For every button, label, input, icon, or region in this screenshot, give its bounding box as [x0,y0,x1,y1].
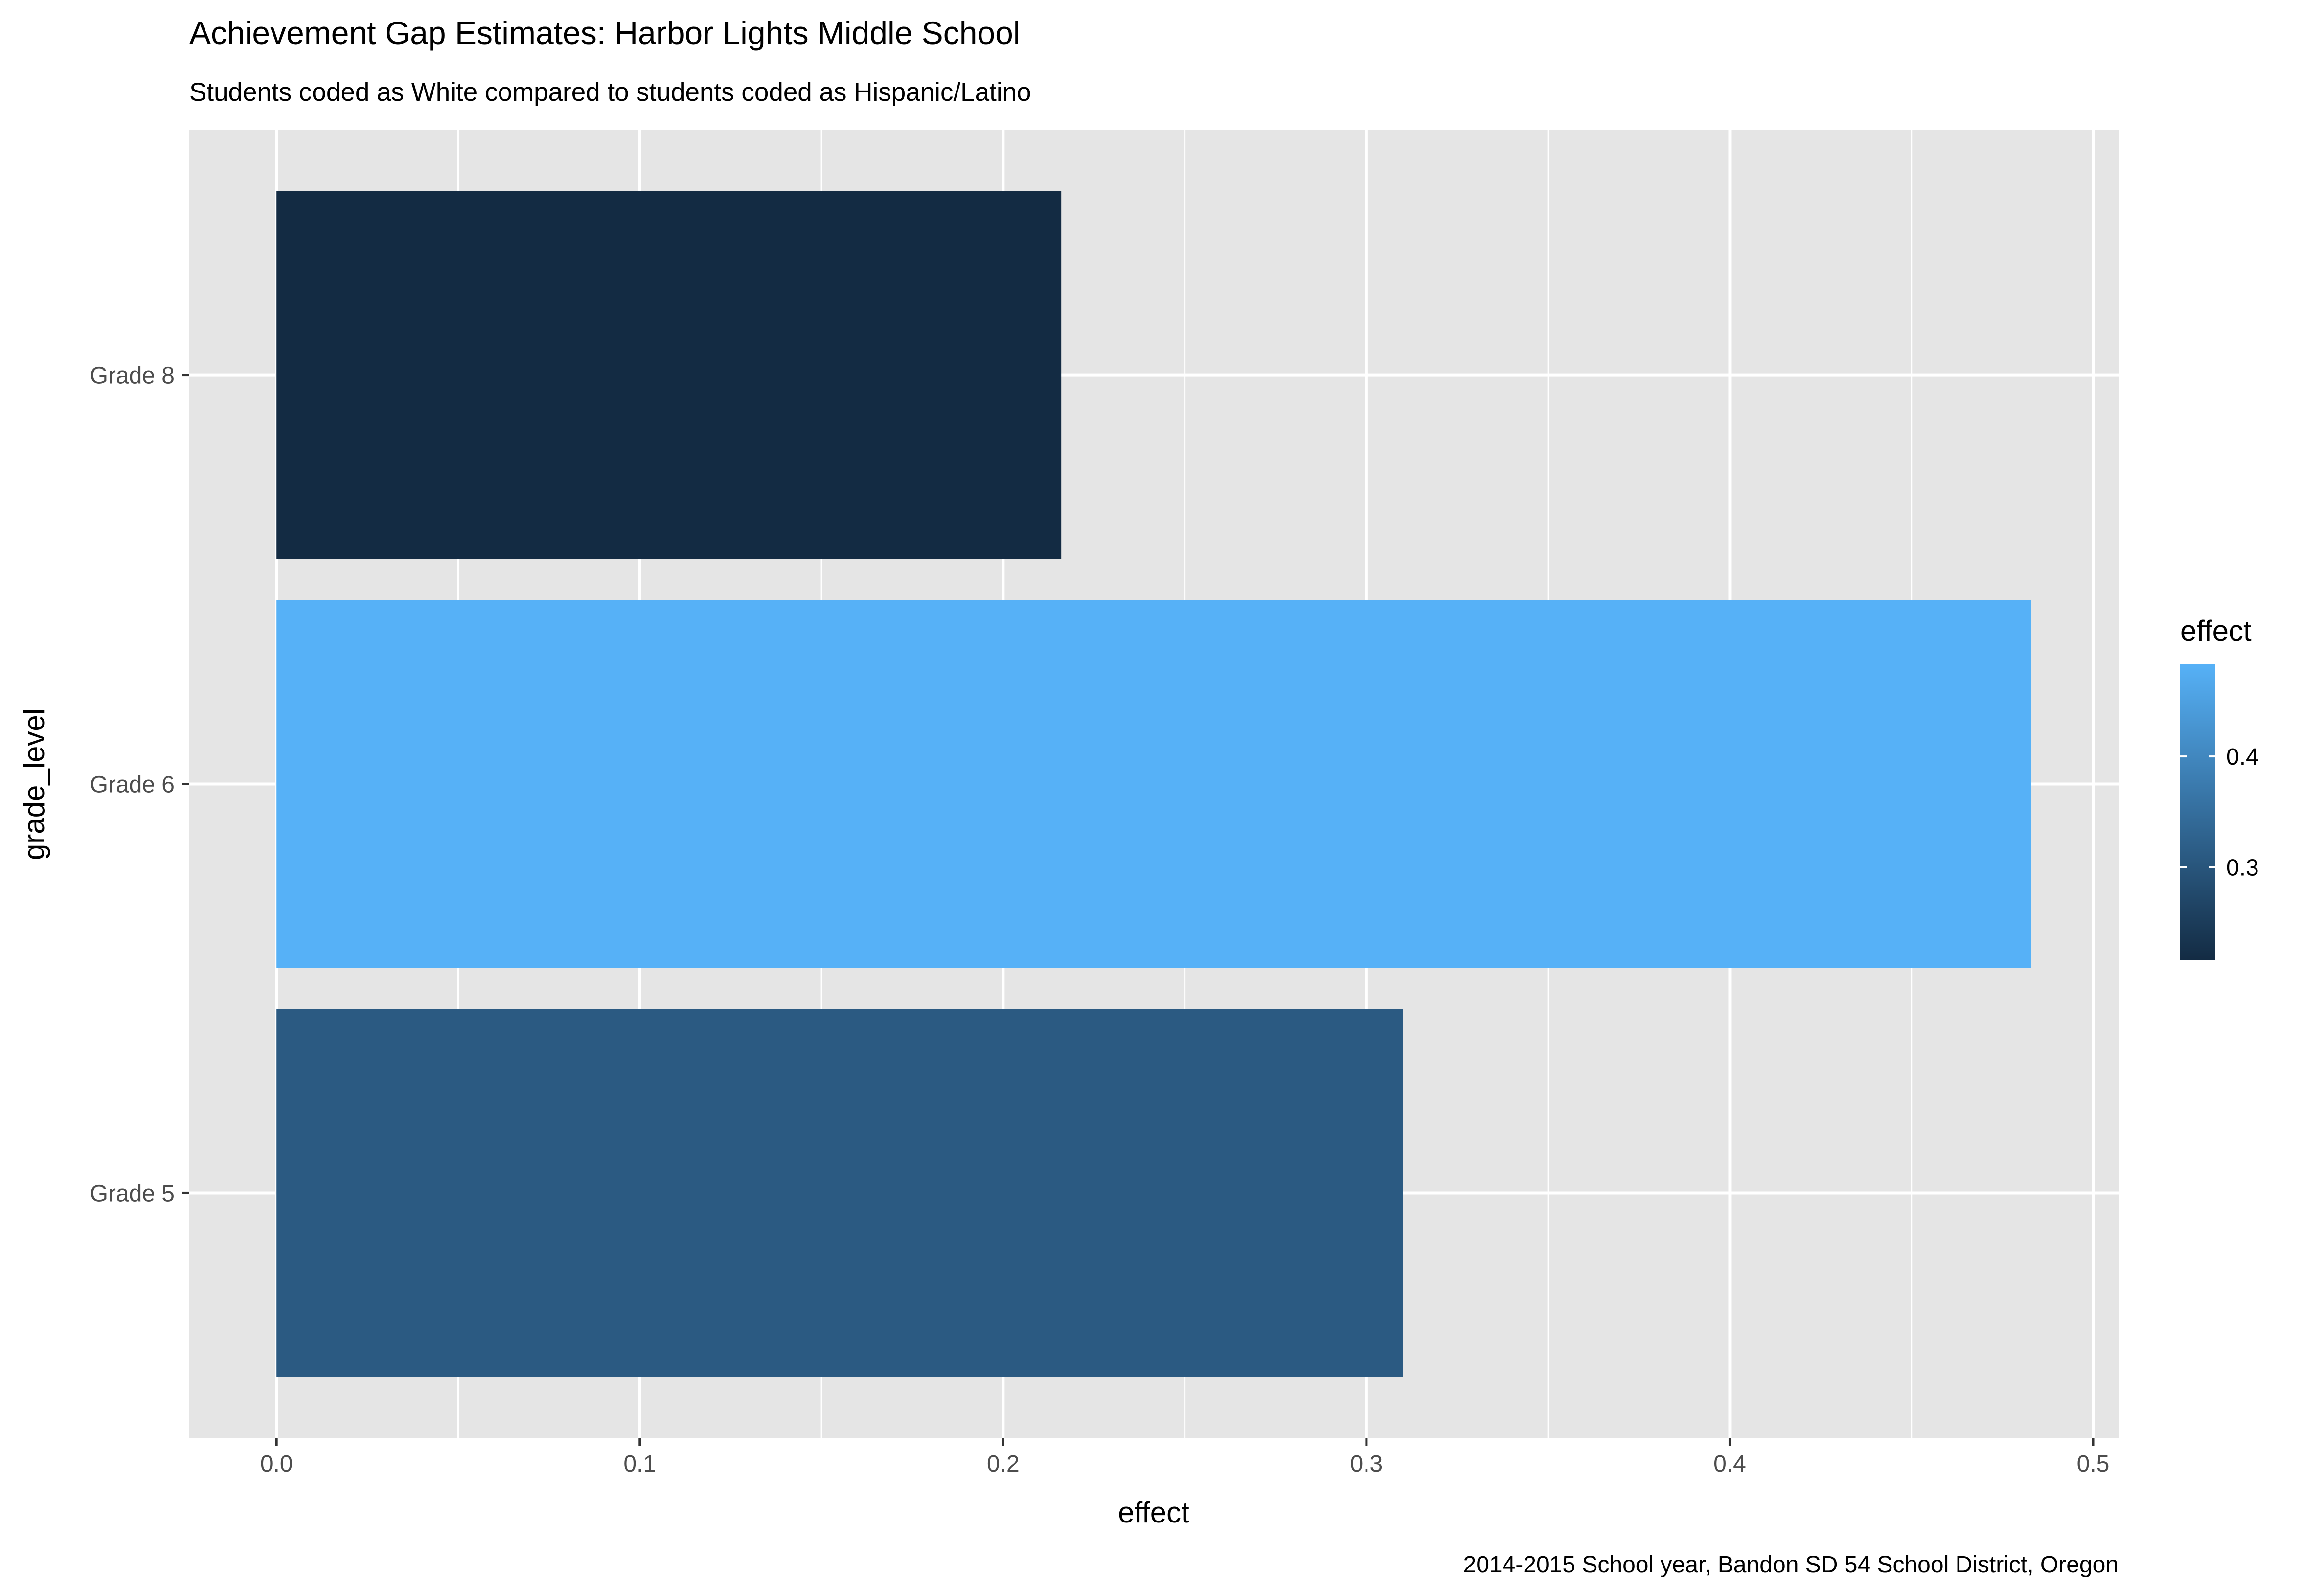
legend-ticks: 0.3 0.4 [2180,744,2259,881]
bar-grade-6 [276,600,2031,968]
legend-title: effect [2180,614,2252,647]
bar-grade-5 [276,1009,1403,1377]
legend: effect 0.3 0.4 [2180,614,2259,960]
x-tick-label: 0.1 [623,1451,656,1477]
x-axis-title: effect [1118,1496,1189,1529]
y-tick-label: Grade 8 [90,363,175,389]
bars [276,191,2031,1377]
y-axis-title: grade_level [18,708,50,860]
chart-caption: 2014-2015 School year, Bandon SD 54 Scho… [1463,1552,2119,1578]
legend-tick-label: 0.4 [2226,744,2259,770]
x-tick-label: 0.0 [260,1451,293,1477]
x-tick-label: 0.3 [1350,1451,1383,1477]
chart-subtitle: Students coded as White compared to stud… [189,78,1031,107]
x-tick-label: 0.4 [1713,1451,1746,1477]
y-axis: Grade 5 Grade 6 Grade 8 [90,363,189,1206]
y-tick-label: Grade 5 [90,1181,175,1206]
legend-tick-label: 0.3 [2226,855,2259,881]
y-tick-label: Grade 6 [90,772,175,798]
bar-grade-8 [276,191,1062,559]
chart-title: Achievement Gap Estimates: Harbor Lights… [189,15,1020,51]
x-axis: 0.0 0.1 0.2 0.3 0.4 0.5 [260,1438,2110,1477]
legend-colorbar [2180,664,2215,960]
x-tick-label: 0.5 [2077,1451,2110,1477]
x-tick-label: 0.2 [987,1451,1020,1477]
